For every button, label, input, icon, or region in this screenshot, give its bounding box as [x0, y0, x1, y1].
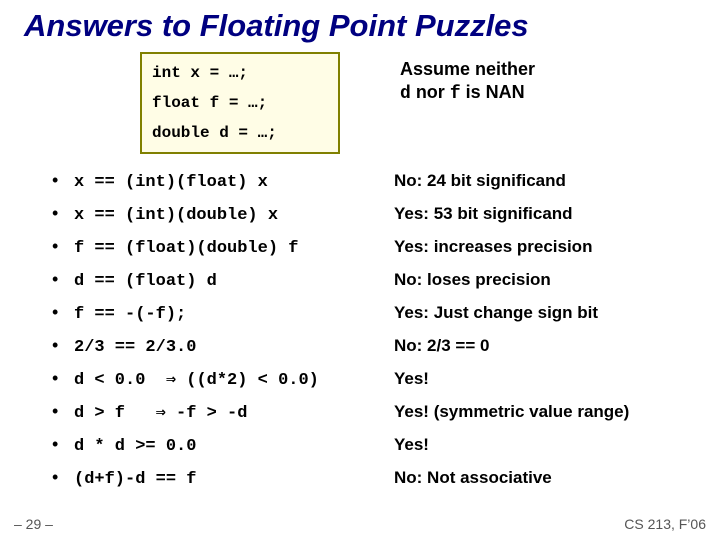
- page-title: Answers to Floating Point Puzzles: [0, 0, 720, 44]
- assume-note: Assume neither d nor f is NAN: [400, 52, 535, 154]
- list-item: • x == (int)(double) x Yes: 53 bit signi…: [52, 203, 720, 236]
- assume-line2: d nor f is NAN: [400, 81, 535, 106]
- header-row: int x = …; float f = …; double d = …; As…: [0, 52, 720, 154]
- answer: No: loses precision: [394, 270, 551, 290]
- decl-float: float f = …;: [142, 88, 338, 118]
- expression: f == -(-f);: [74, 305, 394, 324]
- list-item: • d == (float) d No: loses precision: [52, 269, 720, 302]
- expression: d * d >= 0.0: [74, 437, 394, 456]
- bullet-icon: •: [52, 335, 74, 356]
- course-label: CS 213, F’06: [624, 516, 706, 532]
- answer: No: 24 bit significand: [394, 171, 566, 191]
- expression: x == (int)(double) x: [74, 206, 394, 225]
- decl-double: double d = …;: [142, 118, 338, 148]
- bullet-icon: •: [52, 368, 74, 389]
- list-item: • f == (float)(double) f Yes: increases …: [52, 236, 720, 269]
- bullet-icon: •: [52, 467, 74, 488]
- answer: No: 2/3 == 0: [394, 336, 489, 356]
- puzzle-list: • x == (int)(float) x No: 24 bit signifi…: [0, 170, 720, 500]
- bullet-icon: •: [52, 302, 74, 323]
- bullet-icon: •: [52, 269, 74, 290]
- assume-mid: nor: [411, 82, 450, 102]
- list-item: • f == -(-f); Yes: Just change sign bit: [52, 302, 720, 335]
- assume-code-f: f: [450, 84, 461, 104]
- list-item: • (d+f)-d == f No: Not associative: [52, 467, 720, 500]
- expression: (d+f)-d == f: [74, 470, 394, 489]
- declarations-box: int x = …; float f = …; double d = …;: [140, 52, 340, 154]
- answer: Yes! (symmetric value range): [394, 402, 629, 422]
- page-number: – 29 –: [14, 516, 53, 532]
- assume-post: is NAN: [461, 82, 525, 102]
- bullet-icon: •: [52, 203, 74, 224]
- expression: d > f ⇒ -f > -d: [74, 402, 394, 423]
- list-item: • d > f ⇒ -f > -d Yes! (symmetric value …: [52, 401, 720, 434]
- expression: d < 0.0 ⇒ ((d*2) < 0.0): [74, 369, 394, 390]
- answer: Yes!: [394, 369, 429, 389]
- list-item: • d < 0.0 ⇒ ((d*2) < 0.0) Yes!: [52, 368, 720, 401]
- assume-code-d: d: [400, 84, 411, 104]
- answer: No: Not associative: [394, 468, 552, 488]
- list-item: • x == (int)(float) x No: 24 bit signifi…: [52, 170, 720, 203]
- answer: Yes: increases precision: [394, 237, 592, 257]
- expression: d == (float) d: [74, 272, 394, 291]
- answer: Yes: Just change sign bit: [394, 303, 598, 323]
- expression: x == (int)(float) x: [74, 173, 394, 192]
- decl-int: int x = …;: [142, 58, 338, 88]
- list-item: • d * d >= 0.0 Yes!: [52, 434, 720, 467]
- list-item: • 2/3 == 2/3.0 No: 2/3 == 0: [52, 335, 720, 368]
- assume-line1: Assume neither: [400, 58, 535, 81]
- answer: Yes: 53 bit significand: [394, 204, 573, 224]
- bullet-icon: •: [52, 434, 74, 455]
- answer: Yes!: [394, 435, 429, 455]
- bullet-icon: •: [52, 170, 74, 191]
- expression: 2/3 == 2/3.0: [74, 338, 394, 357]
- bullet-icon: •: [52, 401, 74, 422]
- expression: f == (float)(double) f: [74, 239, 394, 258]
- bullet-icon: •: [52, 236, 74, 257]
